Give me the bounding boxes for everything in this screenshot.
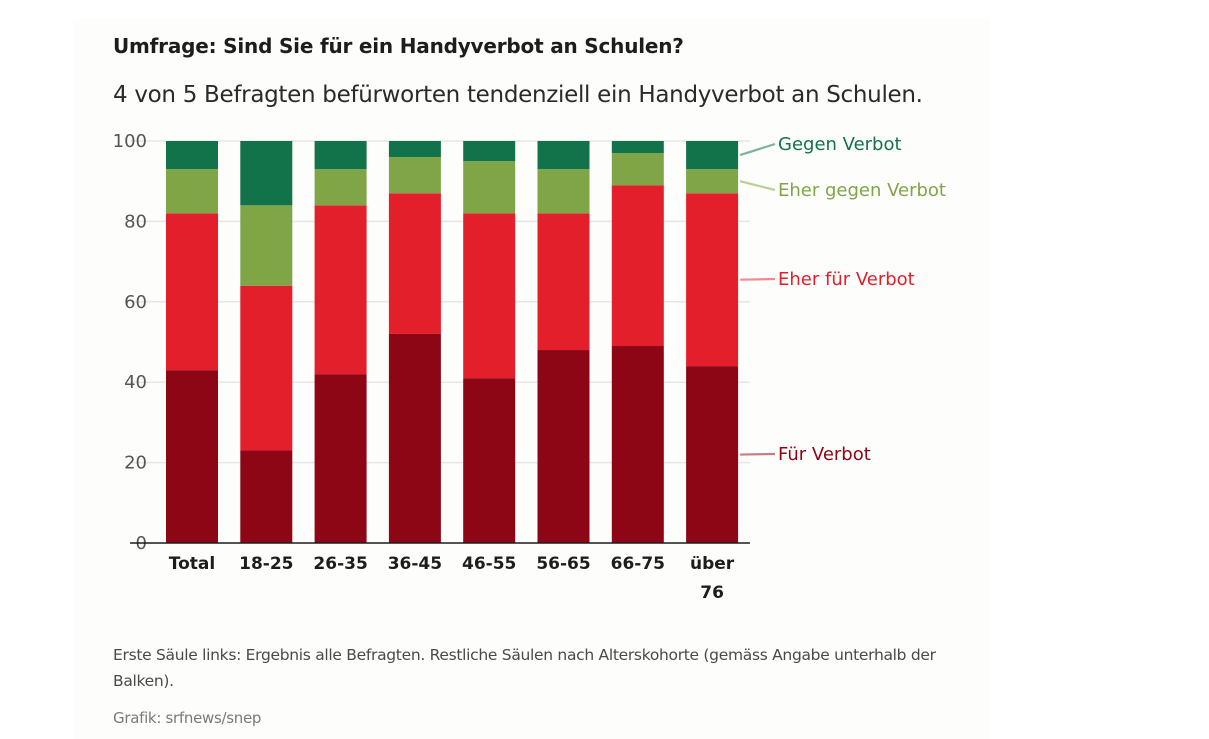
y-tick-label: 20 (124, 453, 147, 474)
bar-segment (166, 370, 218, 543)
bar-segment (388, 193, 441, 334)
legend-label: Eher gegen Verbot (778, 180, 946, 201)
y-tick-label: 100 (113, 131, 147, 152)
bar-segment (537, 169, 590, 214)
x-tick-label: 56-65 (536, 554, 590, 574)
bar-segment (686, 141, 739, 170)
bar-segment (611, 153, 664, 186)
x-tick-label: Total (169, 554, 215, 574)
x-tick-label: 46-55 (462, 554, 516, 574)
legend-leader-line (740, 452, 776, 456)
bar-segment (314, 141, 367, 170)
chart-credit: Grafik: srfnews/snep (113, 709, 262, 727)
bar-segment (240, 205, 293, 286)
bar-segment (463, 213, 516, 379)
y-tick-label: 40 (124, 372, 147, 393)
chart-title: Umfrage: Sind Sie für ein Handyverbot an… (113, 34, 684, 58)
bar-segment (314, 205, 367, 375)
bar-segment (388, 141, 441, 158)
x-tick-label: über 76 (690, 554, 735, 603)
bar-segment (537, 213, 590, 351)
x-tick-label: 36-45 (388, 554, 442, 574)
bar-segment (388, 333, 441, 543)
x-tick-label: 18-25 (239, 554, 293, 574)
chart-note: Erste Säule links: Ergebnis alle Befragt… (113, 646, 936, 690)
legend-label: Eher für Verbot (778, 269, 915, 290)
bar-segment (240, 450, 293, 543)
bar-segment (686, 193, 739, 367)
bar-segment (463, 161, 516, 214)
legend-leader-line (739, 142, 776, 157)
bar-segment (166, 169, 218, 214)
bar-segment (166, 213, 218, 371)
bar-segment (686, 169, 739, 194)
bar-segment (240, 141, 293, 206)
bar-segment (686, 366, 739, 543)
bar-segment (537, 141, 590, 170)
bar-segment (314, 374, 367, 543)
bar-segment (463, 141, 516, 162)
bar-segment (314, 169, 367, 206)
bar-segment (537, 350, 590, 543)
chart-subtitle: 4 von 5 Befragten befürworten tendenziel… (113, 82, 923, 108)
bar-segment (611, 185, 664, 347)
bar-segment (463, 378, 516, 543)
bar-segment (611, 346, 664, 543)
bar-segment (611, 141, 664, 154)
y-tick-label: 60 (124, 292, 147, 313)
legend-leader-line (739, 180, 776, 192)
bar-segment (166, 141, 218, 170)
bar-segment (388, 157, 441, 194)
bar-segment (240, 285, 293, 451)
legend-label: Gegen Verbot (778, 134, 902, 155)
x-tick-label: 66-75 (611, 554, 665, 574)
legend-leader-line (740, 277, 776, 281)
chart-card (73, 18, 990, 739)
y-tick-label: 80 (124, 211, 147, 232)
x-tick-label: 26-35 (313, 554, 367, 574)
legend-label: Für Verbot (778, 444, 871, 465)
